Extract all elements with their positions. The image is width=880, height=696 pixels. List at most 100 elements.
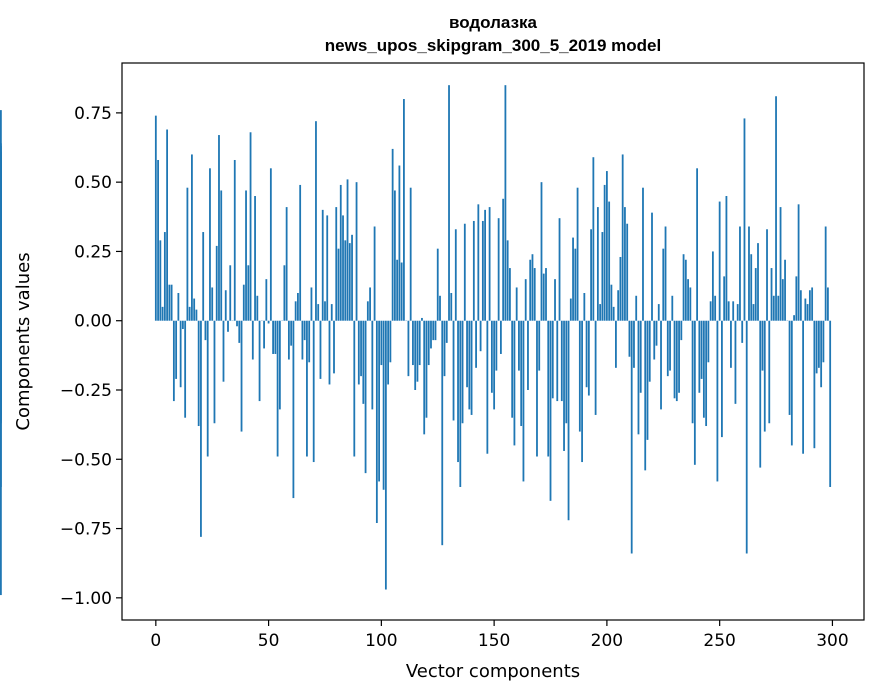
bar-undefined	[0, 143, 2, 321]
bar-4	[163, 232, 166, 321]
bar-137	[463, 223, 466, 321]
bar-291	[811, 287, 814, 321]
bar-78	[330, 304, 333, 321]
bar-110	[403, 99, 405, 321]
bar-121	[427, 320, 430, 366]
bar-87	[351, 234, 353, 321]
bar-205	[617, 290, 620, 321]
bar-23	[206, 320, 209, 457]
bar-278	[781, 279, 784, 321]
bar-168	[533, 268, 536, 321]
bar-30	[222, 320, 225, 382]
bar-242	[700, 320, 703, 379]
bar-215	[639, 320, 642, 393]
x-tick-label: 300	[816, 631, 848, 651]
bar-52	[272, 320, 274, 354]
bar-265	[752, 304, 755, 321]
bar-207	[621, 154, 624, 321]
bar-92	[362, 320, 365, 404]
bar-100	[380, 320, 383, 366]
bar-98	[375, 320, 378, 524]
bar-225	[662, 248, 665, 321]
bar-125	[436, 248, 439, 321]
bar-194	[592, 157, 595, 321]
bar-178	[556, 320, 559, 402]
bar-269	[761, 320, 764, 371]
bar-6	[168, 284, 171, 321]
bar-145	[481, 220, 484, 321]
plot-area-frame	[121, 62, 865, 621]
bar-163	[522, 320, 525, 482]
bar-3	[161, 306, 164, 321]
bar-179	[558, 218, 561, 321]
bar-184	[569, 298, 572, 321]
bar-159	[513, 320, 516, 446]
bar-221	[653, 320, 656, 360]
y-tick-label: −1.00	[60, 589, 112, 609]
bar-77	[328, 320, 331, 385]
bar-170	[538, 320, 541, 371]
bar-272	[768, 320, 771, 424]
bar-20	[200, 320, 202, 537]
bar-109	[400, 262, 403, 321]
bar-238	[691, 320, 694, 424]
bar-160	[515, 287, 518, 321]
bar-273	[770, 268, 773, 321]
bar-122	[430, 320, 432, 349]
bar-152	[497, 218, 500, 321]
bar-84	[344, 240, 347, 321]
bar-49	[265, 279, 268, 321]
bar-189	[581, 320, 583, 463]
bar-232	[678, 320, 680, 393]
bar-208	[624, 207, 626, 321]
bar-11	[179, 320, 182, 388]
bar-256	[732, 301, 735, 321]
bar-237	[689, 287, 692, 321]
bar-255	[730, 320, 732, 368]
bar-126	[439, 295, 441, 321]
bar-undefined	[0, 320, 2, 335]
bar-243	[702, 320, 705, 418]
bar-290	[808, 290, 811, 321]
bar-284	[795, 276, 798, 321]
y-tick-label: −0.75	[60, 520, 112, 540]
bar-50	[267, 320, 270, 324]
bar-134	[457, 320, 459, 463]
bar-196	[596, 207, 599, 321]
bar-169	[536, 320, 538, 457]
bar-7	[170, 284, 173, 321]
bar-19	[197, 320, 200, 427]
bar-188	[578, 320, 581, 432]
bar-32	[227, 320, 229, 332]
bar-150	[493, 320, 496, 410]
bar-124	[434, 320, 437, 341]
bar-18	[195, 309, 198, 321]
bar-10	[177, 293, 180, 321]
bar-102	[384, 320, 387, 590]
bar-264	[750, 254, 753, 321]
bar-240	[696, 168, 698, 321]
bar-266	[754, 268, 757, 321]
bar-75	[324, 301, 326, 321]
bar-120	[425, 320, 428, 418]
bar-258	[736, 304, 739, 321]
bar-142	[475, 320, 477, 368]
bar-91	[360, 320, 362, 377]
bar-186	[574, 248, 577, 321]
bar-166	[529, 259, 532, 321]
bar-277	[779, 207, 782, 321]
bar-1	[157, 159, 159, 321]
bar-2	[159, 240, 162, 321]
bar-27	[215, 245, 218, 321]
bar-8	[172, 320, 175, 402]
bar-96	[371, 320, 374, 410]
bar-58	[285, 207, 288, 321]
bar-287	[802, 320, 804, 454]
bar-54	[276, 320, 279, 457]
bar-36	[236, 320, 238, 327]
bar-236	[687, 279, 689, 321]
bar-185	[572, 237, 574, 321]
bar-262	[745, 320, 748, 554]
bar-31	[224, 290, 227, 321]
bar-127	[441, 320, 444, 546]
